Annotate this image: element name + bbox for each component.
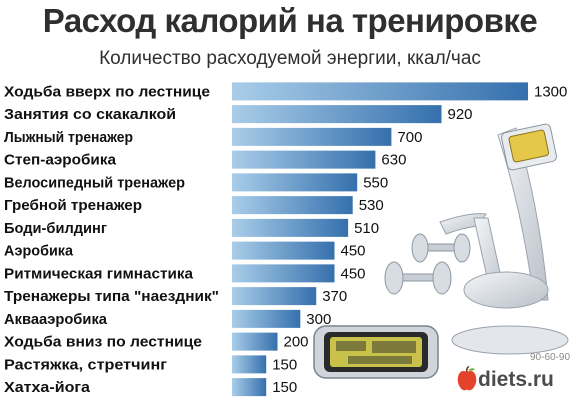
- category-label: Гребной тренажер: [4, 197, 142, 214]
- category-label: Занятия со скакалкой: [4, 106, 176, 123]
- category-label: Ходьба вверх по лестнице: [4, 83, 210, 100]
- category-label: Ритмическая гимнастика: [4, 265, 194, 282]
- value-label: 510: [354, 220, 379, 237]
- bar: [232, 355, 267, 374]
- category-label: Велосипедный тренажер: [4, 174, 185, 191]
- bar: [232, 264, 335, 283]
- value-label: 630: [381, 152, 406, 169]
- category-label: Лыжный тренажер: [4, 129, 133, 146]
- value-label: 530: [359, 197, 384, 214]
- bar: [232, 150, 376, 169]
- value-label: 150: [272, 379, 297, 396]
- category-label: Ходьба вниз по лестнице: [4, 334, 202, 351]
- value-labels-group: 1300 920 700 630 550 530 510 450 450 370 300 200 150…: [272, 83, 567, 396]
- chart-subtitle: Количество расходуемой энергии, ккал/час: [99, 48, 481, 69]
- dumbbell-illustration: [384, 233, 471, 295]
- bar: [232, 196, 353, 215]
- value-label: 1300: [534, 83, 567, 100]
- category-label: Аэробика: [4, 243, 74, 260]
- category-label: Хатха-йога: [4, 379, 91, 396]
- bar: [232, 173, 358, 192]
- bar: [232, 332, 278, 351]
- chart-title: Расход калорий на тренировке: [42, 2, 538, 39]
- bar: [232, 287, 317, 306]
- bar: [232, 105, 442, 124]
- bar: [232, 127, 392, 146]
- category-label: Растяжка, стретчинг: [4, 356, 167, 373]
- brand-line-watermark: 90-60-90: [530, 352, 571, 363]
- bar: [232, 309, 301, 328]
- stopwatch-display-illustration: [313, 325, 439, 379]
- value-label: 450: [341, 243, 366, 260]
- value-label: 920: [448, 106, 473, 123]
- category-label: Степ-аэробика: [4, 152, 117, 169]
- site-watermark: diets.ru: [478, 368, 554, 391]
- value-label: 450: [341, 265, 366, 282]
- bar: [232, 218, 349, 237]
- value-label: 300: [306, 311, 331, 328]
- bar: [232, 241, 335, 260]
- bar: [232, 378, 267, 397]
- category-label: Боди-билдинг: [4, 220, 107, 237]
- value-label: 700: [397, 129, 422, 146]
- category-labels-group: Ходьба вверх по лестнице Занятия со скака…: [4, 83, 219, 396]
- bar: [232, 82, 528, 101]
- apple-icon: [457, 366, 477, 391]
- category-label: Тренажеры типа "наездник": [4, 288, 219, 305]
- exercise-bike-illustration: [439, 123, 569, 355]
- value-label: 150: [272, 356, 297, 373]
- value-label: 550: [363, 174, 388, 191]
- value-label: 200: [284, 334, 309, 351]
- bars-group: [232, 82, 528, 397]
- category-label: Аквааэробика: [4, 311, 108, 328]
- value-label: 370: [322, 288, 347, 305]
